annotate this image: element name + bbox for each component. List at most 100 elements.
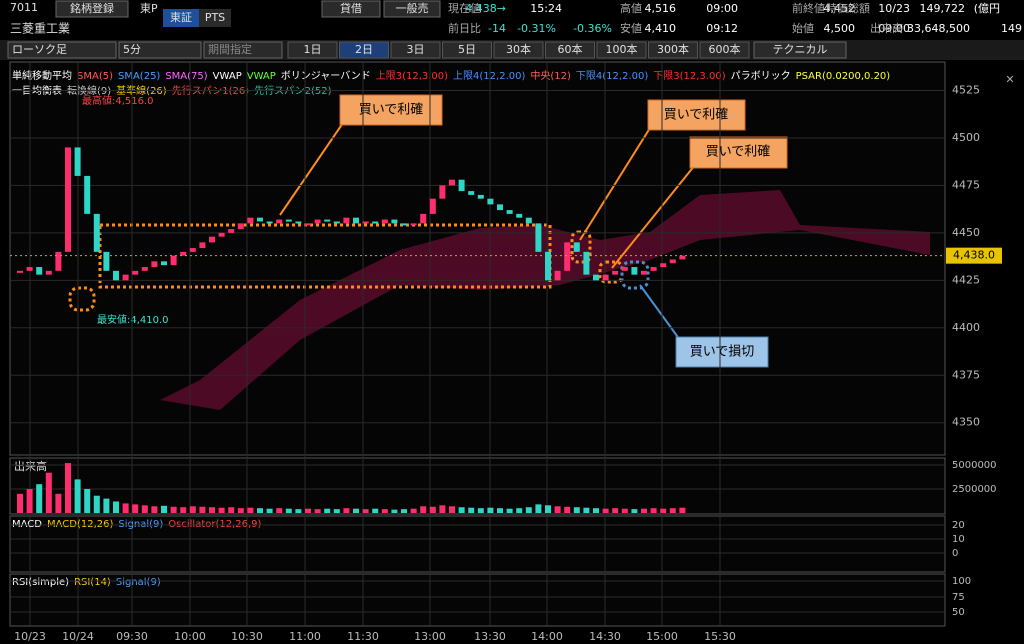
legend-item: パラボリック	[731, 70, 791, 82]
entry-marker	[570, 230, 592, 264]
annotation: 買いで利確	[359, 102, 424, 118]
volume-bar	[477, 508, 484, 513]
legend-item: SMA(75)	[165, 71, 207, 82]
candle	[45, 270, 52, 275]
volume-bar	[583, 507, 590, 513]
quote-row2: 4,410	[645, 22, 677, 35]
quote-row2: 前日比	[448, 21, 481, 35]
quote-row1: 4,438→	[465, 2, 506, 15]
candle	[228, 229, 235, 233]
candle	[468, 191, 475, 195]
volume-bar	[554, 506, 561, 513]
quote-row1: 09:00	[706, 2, 738, 15]
x-tick-label: 13:30	[474, 630, 506, 643]
range-button-label: 3日	[407, 43, 425, 56]
candle	[564, 242, 571, 271]
volume-bar	[36, 484, 43, 513]
candle	[141, 267, 148, 271]
candle	[180, 251, 187, 256]
candle	[516, 213, 523, 218]
ichimoku-cloud	[160, 190, 930, 410]
range-button[interactable]	[699, 41, 750, 59]
volume-bar	[516, 508, 523, 513]
candle	[199, 242, 206, 249]
candle	[26, 267, 33, 271]
y-tick-label: 4375	[952, 368, 980, 381]
volume-bar	[468, 507, 475, 513]
quote-row2: -0.31%	[517, 22, 556, 35]
volume-bar	[410, 508, 417, 513]
candle	[439, 185, 446, 199]
volume-bar	[669, 508, 676, 513]
range-button[interactable]	[339, 41, 389, 59]
range-button[interactable]	[648, 41, 698, 59]
volume-panel	[9, 457, 946, 515]
volume-bar	[593, 508, 599, 513]
legend-item: VWAP	[213, 71, 242, 82]
quote-row1: 4,452	[824, 2, 856, 15]
range-button[interactable]	[545, 41, 595, 59]
margin-button[interactable]	[321, 0, 381, 18]
legend-item: 中央(12)	[530, 69, 571, 82]
volume-bar	[285, 508, 292, 513]
range-button[interactable]	[390, 41, 441, 59]
y-tick-label: 4450	[952, 226, 980, 239]
exchange-tab[interactable]	[199, 9, 231, 27]
candle	[391, 219, 398, 224]
x-tick-label: 11:30	[347, 630, 379, 643]
candle	[343, 217, 350, 224]
arrow	[639, 284, 681, 341]
register-button[interactable]	[55, 0, 129, 18]
volume-bar	[372, 508, 379, 513]
period: 期間指定	[208, 42, 252, 56]
candle	[333, 221, 340, 224]
volume-bar	[84, 489, 91, 513]
annotation-box	[675, 336, 769, 368]
volume-bar	[257, 508, 263, 513]
volume-bar	[573, 507, 580, 513]
volume-bar	[525, 507, 532, 513]
candle	[247, 217, 254, 224]
technical-button[interactable]	[753, 41, 847, 59]
candle	[621, 267, 628, 271]
range-button[interactable]	[442, 41, 492, 59]
candle	[305, 223, 311, 226]
low-label: 最安値:4,410.0	[97, 313, 169, 326]
quote-row2: -0.36%	[573, 22, 612, 35]
volume-bar	[161, 505, 167, 513]
range-button[interactable]	[493, 41, 544, 59]
volume-bar	[641, 508, 647, 513]
interval-select[interactable]	[118, 41, 202, 59]
candle	[420, 213, 427, 224]
range-button[interactable]	[596, 41, 647, 59]
arrow	[611, 164, 696, 269]
volume-bar	[420, 506, 427, 513]
candle	[410, 223, 417, 226]
legend-item: 下限3(12,3.00)	[653, 70, 725, 82]
quote-row2: 149	[1001, 22, 1022, 35]
x-tick-label: 11:00	[289, 630, 321, 643]
volume-bar	[65, 463, 71, 513]
chart-type-select[interactable]	[7, 41, 117, 59]
annotation: 買いで利確	[664, 107, 729, 123]
quote-row1: 10/23	[878, 2, 910, 15]
x-tick-label: 10:30	[231, 630, 263, 643]
candle	[679, 255, 686, 260]
volume-bar	[679, 507, 686, 513]
range-button[interactable]	[287, 41, 338, 59]
period-select[interactable]	[203, 41, 283, 59]
candle	[17, 270, 23, 273]
candle	[257, 217, 263, 222]
sell-button[interactable]	[383, 0, 441, 18]
candle	[151, 261, 158, 268]
exchange-tab[interactable]	[163, 9, 199, 27]
last-price-box	[946, 247, 1002, 264]
volume-bar	[631, 509, 638, 513]
annotation-box	[647, 99, 746, 131]
candle	[525, 217, 532, 224]
close-icon[interactable]: ✕	[1005, 73, 1014, 86]
candle	[314, 219, 321, 224]
quote-row2: -14	[488, 22, 506, 35]
